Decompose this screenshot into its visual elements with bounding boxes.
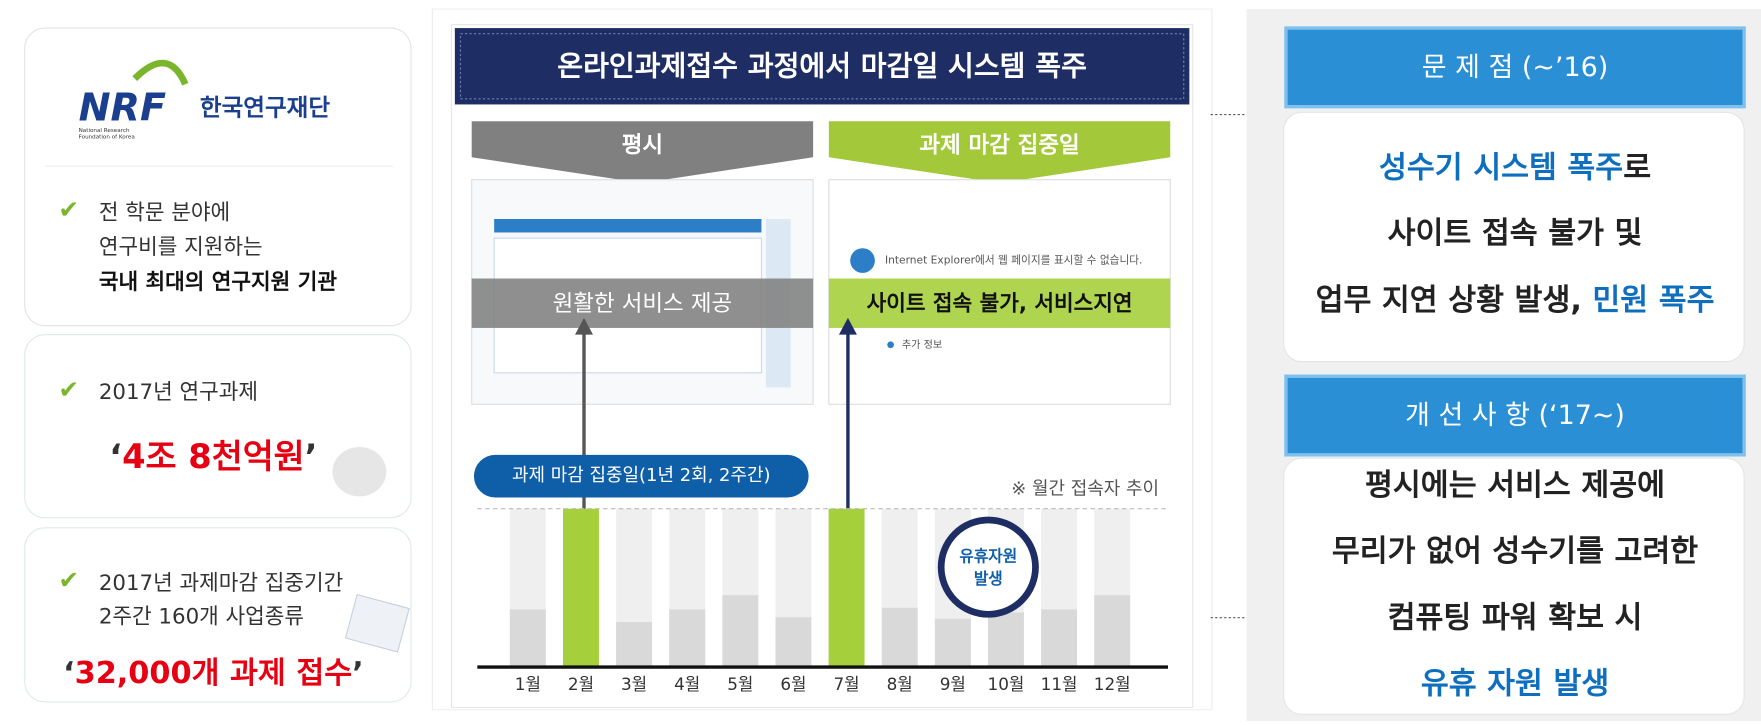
bar [775,617,812,666]
x-tick-label: 11월 [1041,674,1078,694]
x-tick-label: 7월 [833,674,859,694]
check: ✔ [58,566,79,595]
card [24,27,412,327]
x-tick-label: 8월 [887,674,913,694]
card [24,527,412,703]
quote: ‘ [109,437,122,476]
text-part: 업무 지연 상황 발생, [1316,282,1593,317]
amount: ‘4조 8천억원’ [109,437,317,476]
panel-header [471,121,814,184]
money-bag-icon [332,446,387,497]
x-tick-label: 1월 [515,674,541,694]
arrow-head [838,317,857,335]
title: 온라인과제접수 과정에서 마감일 시스템 폭주 [557,49,1087,82]
ie-icon [850,248,875,273]
idle-badge [937,516,1039,618]
panel-header [828,121,1171,184]
quote: ‘ [63,655,75,690]
check: ✔ [58,195,79,224]
arrow-head [575,317,593,335]
x-tick-label: 6월 [780,674,806,694]
amount: ‘32,000개 과제 접수’ [63,655,364,690]
screenshot-nav [494,218,762,233]
title-bar [454,28,1190,105]
bullet [887,341,894,349]
bar [828,508,865,666]
text: 성수기 시스템 폭주로 [1379,150,1651,185]
idle-text: 발생 [974,569,1003,588]
document-icon [344,593,410,653]
text: 연구비를 지원하는 [99,235,263,260]
title-border [459,33,1185,100]
section-header [1284,26,1746,109]
note: ※ 월간 접속자 추이 [1011,479,1159,500]
pill [473,454,809,498]
text: 무리가 없어 성수기를 고려한 [1332,534,1698,569]
more-info: 추가 정보 [902,339,942,351]
status: 원활한 서비스 제공 [553,291,733,317]
text: 전 학문 분야에 [99,200,230,225]
text-part: 로 [1623,150,1651,185]
highlight: 성수기 시스템 폭주 [1379,150,1623,185]
logo-mark: NRF [79,87,166,131]
bar [1041,609,1078,666]
text: 사이트 접속 불가 및 [1388,216,1643,251]
text: 컴퓨팅 파워 확보 시 [1388,600,1643,635]
bar [509,609,546,666]
text: 업무 지연 상황 발생, 민원 폭주 [1316,282,1715,317]
quote: ’ [305,437,318,476]
bar [934,618,971,666]
text: 2주간 160개 사업종류 [99,605,304,630]
x-tick-label: 10월 [987,674,1024,694]
x-tick-label: 2월 [568,674,594,694]
bar [722,595,759,666]
error-text: Internet Explorer에서 웹 페이지를 표시할 수 없습니다. [885,254,1142,267]
bar [616,621,653,666]
x-tick-label: 4월 [674,674,700,694]
bar [1094,595,1131,666]
highlight: 민원 폭주 [1592,282,1714,317]
x-tick-label: 12월 [1094,674,1131,694]
x-tick-label: 3월 [621,674,647,694]
bar [669,609,706,666]
panel-title: 과제 마감 집중일 [919,132,1079,158]
amount-value: 32,000개 과제 접수 [75,655,353,690]
status-band [828,278,1171,328]
bar [987,612,1024,666]
check: ✔ [58,375,79,404]
logo-sub: National Research [79,128,130,134]
section-title: 문 제 점 (~’16) [1422,52,1608,83]
highlight: 유휴 자원 발생 [1421,667,1609,702]
quote: ’ [352,655,364,690]
section-title: 개 선 사 항 (‘17~) [1405,400,1625,431]
x-tick-label: 9월 [940,674,966,694]
card [1283,111,1745,363]
idle-text: 유휴자원 [959,547,1017,566]
text: 2017년 과제마감 집중기간 [99,571,343,596]
bar [881,607,918,666]
pill-text: 과제 마감 집중일(1년 2회, 2주간) [512,465,771,486]
panel-title: 평시 [622,132,663,158]
text: 2017년 연구과제 [99,380,258,405]
text: 국내 최대의 연구지원 기관 [99,270,337,295]
card [1283,457,1745,715]
bar [563,508,599,666]
text: 평시에는 서비스 제공에 [1365,468,1665,503]
x-tick-label: 5월 [727,674,753,694]
logo-sub: Foundation of Korea [79,135,135,141]
logo-swoosh [132,59,189,86]
section-header [1284,374,1746,457]
card [24,334,412,519]
status-band [471,278,814,328]
logo-name: 한국연구재단 [200,93,330,121]
status: 사이트 접속 불가, 서비스지연 [867,291,1133,316]
amount-value: 4조 8천억원 [122,437,305,476]
